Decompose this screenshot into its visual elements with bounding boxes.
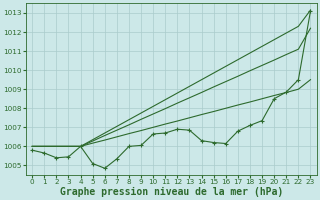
X-axis label: Graphe pression niveau de la mer (hPa): Graphe pression niveau de la mer (hPa) — [60, 186, 283, 197]
